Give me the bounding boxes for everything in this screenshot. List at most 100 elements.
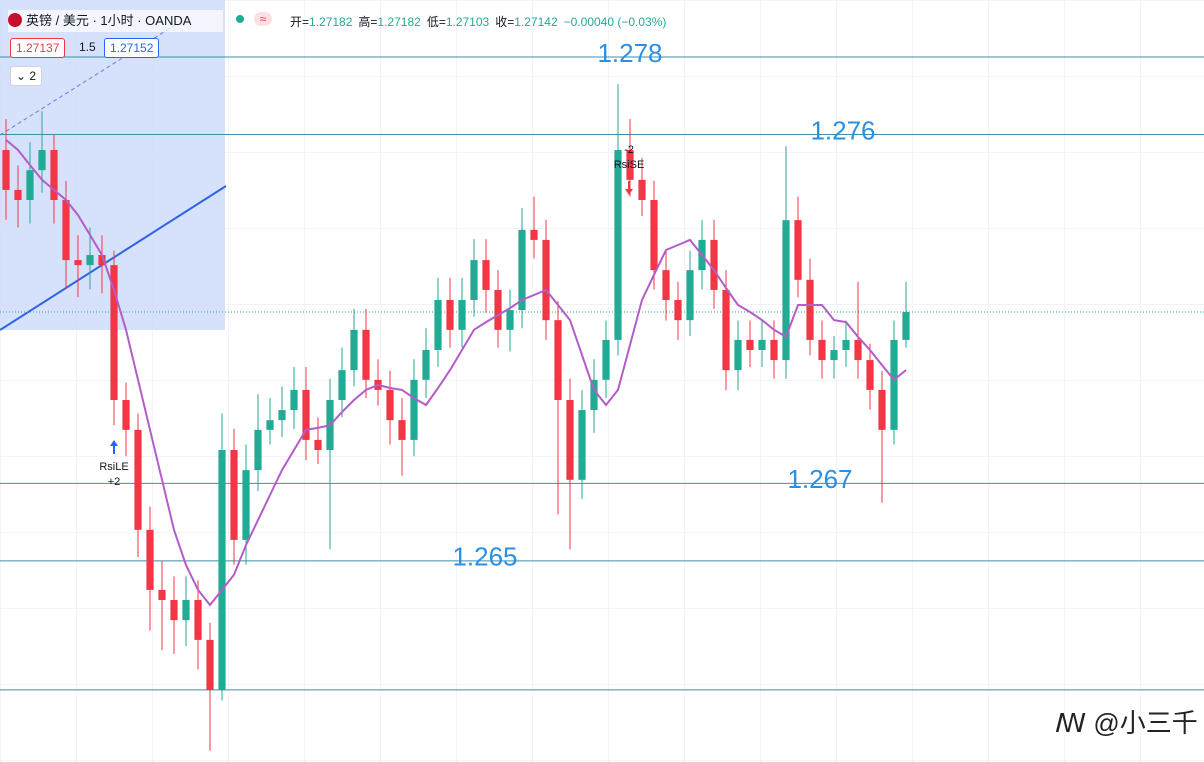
- candle-body: [878, 389, 886, 430]
- candle-body: [554, 320, 562, 400]
- candle-body: [614, 149, 622, 340]
- candle-body: [362, 329, 370, 380]
- signal-qty: +2: [108, 476, 121, 488]
- legend-value: 1.27142: [514, 15, 558, 29]
- level-label: 1.267: [787, 464, 852, 494]
- legend-change: −0.00040 (−0.03%): [563, 15, 667, 29]
- candle-body: [146, 529, 154, 590]
- candle-body: [902, 312, 910, 340]
- candle-body: [410, 379, 418, 440]
- candle-body: [350, 329, 358, 371]
- symbol-icon: [8, 13, 22, 27]
- candle-body: [590, 379, 598, 411]
- candle-body: [206, 639, 214, 690]
- candle-body: [782, 220, 790, 361]
- signal-label: RsiSE: [614, 159, 645, 171]
- candle-body: [890, 339, 898, 430]
- level-label: 1.265: [452, 542, 517, 572]
- legend-label: 开=: [290, 15, 310, 29]
- candle-body: [254, 429, 262, 471]
- candle-body: [422, 349, 430, 380]
- candle-body: [674, 299, 682, 321]
- candle-body: [722, 289, 730, 371]
- candle-body: [446, 299, 454, 330]
- candle-body: [242, 470, 250, 540]
- candle-body: [506, 310, 514, 330]
- candle-body: [470, 260, 478, 300]
- indicator-toggle[interactable]: ⌄ 2: [10, 66, 43, 86]
- legend-value: 1.27182: [377, 15, 421, 29]
- candle-body: [530, 229, 538, 240]
- candle-body: [482, 260, 490, 290]
- candle-body: [602, 339, 610, 380]
- candle-body: [818, 339, 826, 361]
- market-status: [236, 15, 244, 23]
- candle-body: [854, 339, 862, 361]
- candle-body: [638, 179, 646, 200]
- candle-body: [650, 199, 658, 271]
- candle-body: [398, 420, 406, 440]
- data-status[interactable]: ≈: [253, 12, 273, 26]
- candle-body: [458, 299, 466, 330]
- buy-button[interactable]: 1.27152: [104, 38, 160, 58]
- candle-body: [542, 239, 550, 321]
- watermark-text: @小三千: [1093, 708, 1198, 738]
- spread: 1.5: [79, 40, 96, 54]
- candle-body: [2, 149, 10, 190]
- candle-body: [290, 389, 298, 411]
- signal-label: RsiLE: [99, 461, 128, 473]
- candle-body: [218, 449, 226, 690]
- candle-body: [626, 149, 634, 180]
- candle-body: [566, 399, 574, 480]
- legend-label: 收=: [495, 15, 515, 29]
- candle-body: [518, 229, 526, 311]
- candle-body: [194, 599, 202, 640]
- candle-body: [830, 349, 838, 361]
- candle-body: [26, 170, 34, 200]
- sell-button[interactable]: 1.27137: [10, 38, 66, 58]
- candle-body: [434, 299, 442, 350]
- signal-qty: -2: [624, 144, 634, 156]
- status-icons: ≈: [236, 11, 273, 26]
- candle-body: [314, 439, 322, 450]
- candle-body: [866, 360, 874, 390]
- level-label: 1.278: [597, 38, 662, 68]
- legend-value: 1.27103: [445, 15, 490, 29]
- trend-line: [0, 185, 227, 331]
- moving-average: [5, 139, 907, 607]
- candle-body: [158, 589, 166, 600]
- candle-body: [806, 279, 814, 340]
- candle-body: [794, 220, 802, 280]
- candle-body: [50, 149, 58, 200]
- candle-body: [302, 389, 310, 440]
- candle-body: [86, 255, 94, 266]
- candle-body: [686, 270, 694, 321]
- candle-body: [266, 420, 274, 430]
- candle-body: [182, 599, 190, 621]
- candle-body: [98, 255, 106, 266]
- symbol-title[interactable]: 英镑 / 美元 · 1小时 · OANDA: [26, 13, 192, 28]
- legend-label: 低=: [426, 15, 446, 29]
- candle-body: [758, 339, 766, 350]
- candle-body: [110, 265, 118, 400]
- candle-body: [134, 429, 142, 530]
- candle-body: [338, 370, 346, 400]
- candle-body: [386, 389, 394, 421]
- candle-body: [62, 199, 70, 261]
- indicator-count: 2: [29, 69, 37, 83]
- signal-arrow: [110, 440, 118, 454]
- title-bar: 英镑 / 美元 · 1小时 · OANDA: [8, 10, 223, 32]
- candle-body: [38, 149, 46, 171]
- candle-body: [170, 599, 178, 621]
- candle-body: [734, 339, 742, 371]
- legend-value: 1.27182: [309, 15, 353, 29]
- signal-arrow: [625, 181, 633, 195]
- ohlc-legend: 开=1.27182 高=1.27182 低=1.27103 收=1.27142 −0.0…: [290, 13, 666, 30]
- candle-body: [842, 339, 850, 350]
- candle-body: [74, 260, 82, 266]
- candle-body: [278, 410, 286, 421]
- candle-body: [494, 289, 502, 330]
- level-label: 1.276: [810, 115, 875, 145]
